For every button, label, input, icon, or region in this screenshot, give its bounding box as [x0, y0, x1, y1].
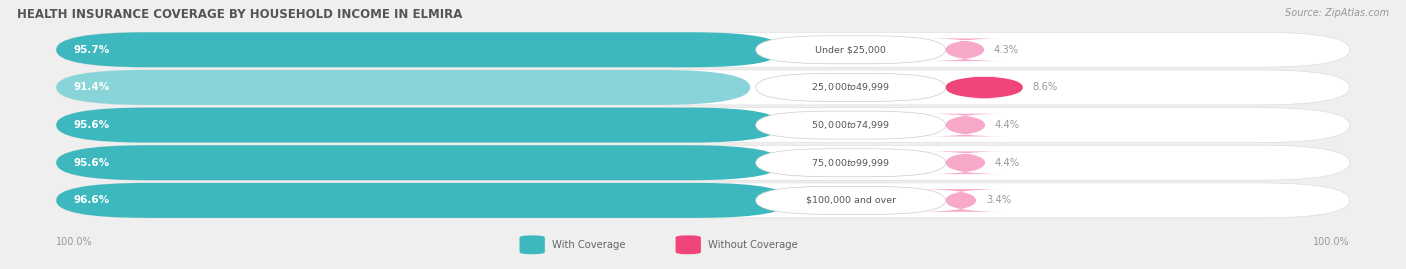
Text: $75,000 to $99,999: $75,000 to $99,999	[811, 157, 890, 169]
FancyBboxPatch shape	[56, 183, 790, 218]
FancyBboxPatch shape	[925, 114, 1005, 136]
FancyBboxPatch shape	[56, 183, 1350, 218]
Text: 4.4%: 4.4%	[995, 158, 1021, 168]
FancyBboxPatch shape	[520, 235, 546, 254]
Text: 8.6%: 8.6%	[1033, 82, 1057, 93]
Text: 100.0%: 100.0%	[1313, 237, 1350, 247]
FancyBboxPatch shape	[756, 36, 945, 64]
Text: 95.6%: 95.6%	[73, 158, 110, 168]
Text: $25,000 to $49,999: $25,000 to $49,999	[811, 82, 890, 93]
Text: Source: ZipAtlas.com: Source: ZipAtlas.com	[1285, 8, 1389, 18]
Text: 3.4%: 3.4%	[986, 195, 1011, 206]
FancyBboxPatch shape	[56, 32, 783, 67]
FancyBboxPatch shape	[56, 145, 1350, 180]
FancyBboxPatch shape	[756, 111, 945, 139]
Text: 96.6%: 96.6%	[73, 195, 110, 206]
FancyBboxPatch shape	[56, 108, 782, 143]
FancyBboxPatch shape	[676, 235, 702, 254]
FancyBboxPatch shape	[917, 189, 1005, 212]
Text: 100.0%: 100.0%	[56, 237, 93, 247]
FancyBboxPatch shape	[756, 73, 945, 101]
Text: 95.6%: 95.6%	[73, 120, 110, 130]
FancyBboxPatch shape	[56, 32, 1350, 67]
Text: 4.4%: 4.4%	[995, 120, 1021, 130]
Text: HEALTH INSURANCE COVERAGE BY HOUSEHOLD INCOME IN ELMIRA: HEALTH INSURANCE COVERAGE BY HOUSEHOLD I…	[17, 8, 463, 21]
Text: $100,000 and over: $100,000 and over	[806, 196, 896, 205]
FancyBboxPatch shape	[925, 38, 1005, 61]
FancyBboxPatch shape	[756, 186, 945, 214]
FancyBboxPatch shape	[56, 70, 1350, 105]
FancyBboxPatch shape	[56, 108, 1350, 143]
FancyBboxPatch shape	[756, 149, 945, 177]
Text: 95.7%: 95.7%	[73, 45, 110, 55]
Text: Under $25,000: Under $25,000	[815, 45, 886, 54]
Text: Without Coverage: Without Coverage	[709, 240, 797, 250]
Text: $50,000 to $74,999: $50,000 to $74,999	[811, 119, 890, 131]
Text: 91.4%: 91.4%	[73, 82, 110, 93]
FancyBboxPatch shape	[925, 151, 1005, 174]
Text: With Coverage: With Coverage	[551, 240, 626, 250]
FancyBboxPatch shape	[56, 70, 751, 105]
Text: 4.3%: 4.3%	[994, 45, 1019, 55]
FancyBboxPatch shape	[945, 76, 1024, 99]
FancyBboxPatch shape	[56, 145, 782, 180]
